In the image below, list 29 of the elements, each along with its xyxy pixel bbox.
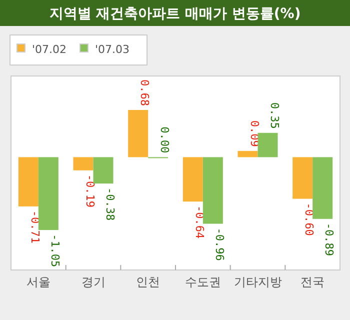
data-label: -0.38 xyxy=(103,188,116,221)
bar xyxy=(18,157,38,206)
bar xyxy=(238,150,258,158)
data-label: 0.00 xyxy=(158,126,172,154)
chart-title: 지역별 재건축아파트 매매가 변동률(%) xyxy=(49,6,301,22)
data-label: -0.19 xyxy=(83,174,96,208)
x-tick-label: 서울 xyxy=(26,275,50,289)
x-tick-label: 경기 xyxy=(81,275,106,289)
x-tick-label: 기타지방 xyxy=(234,275,282,289)
legend-label: '07.03 xyxy=(95,43,130,56)
bar xyxy=(182,157,203,202)
data-label: 0.35 xyxy=(268,102,281,129)
legend-label: '07.02 xyxy=(32,43,67,56)
x-tick-label: 수도권 xyxy=(184,275,221,289)
bar xyxy=(202,157,223,224)
data-label: 0.68 xyxy=(138,80,152,106)
bar xyxy=(312,157,333,219)
data-label: -1.05 xyxy=(48,234,62,268)
bar xyxy=(292,157,313,199)
data-label: -0.60 xyxy=(302,202,316,236)
bar xyxy=(128,110,148,158)
bar xyxy=(73,157,94,170)
bar xyxy=(93,157,114,184)
bar xyxy=(38,157,58,230)
x-tick-label: 전국 xyxy=(300,275,325,289)
data-label: -0.89 xyxy=(322,222,336,256)
data-label: -0.96 xyxy=(212,228,226,261)
x-tick-label: 인천 xyxy=(136,275,160,289)
bar xyxy=(258,132,278,158)
